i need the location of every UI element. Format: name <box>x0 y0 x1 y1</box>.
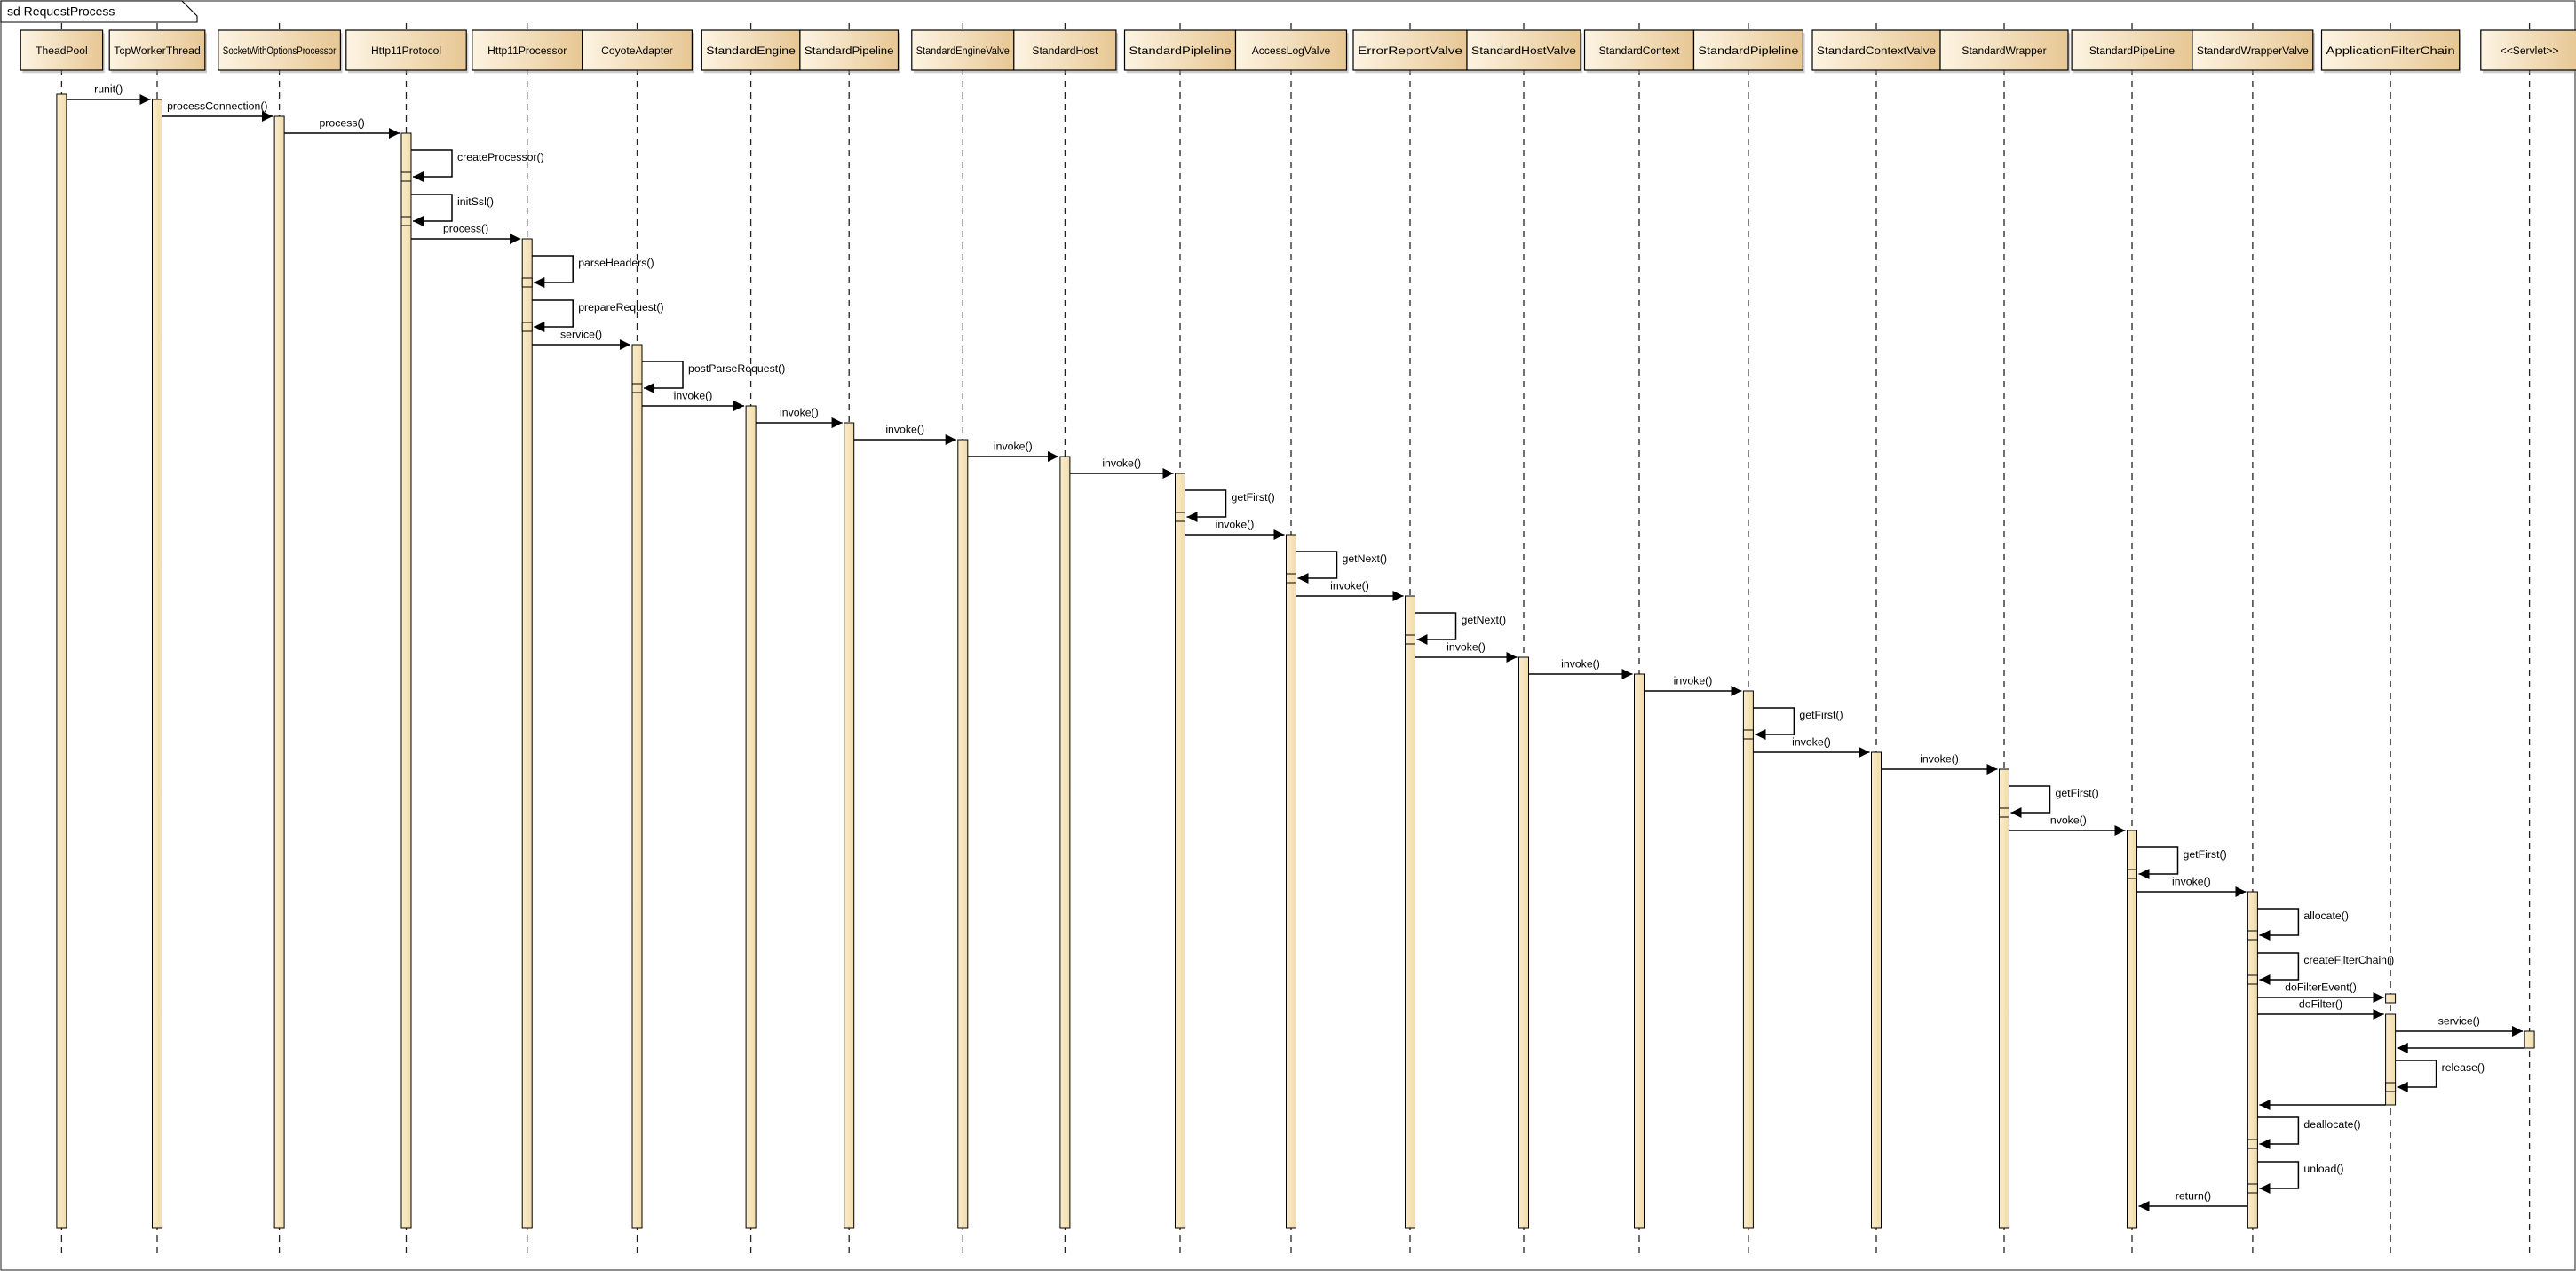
svg-text:StandardHostValve: StandardHostValve <box>1471 44 1576 57</box>
svg-text:invoke(): invoke() <box>994 441 1033 453</box>
svg-text:invoke(): invoke() <box>2048 814 2087 827</box>
svg-text:TcpWorkerThread: TcpWorkerThread <box>114 44 201 57</box>
svg-text:StandardPipleline: StandardPipleline <box>1129 44 1232 57</box>
svg-text:Http11Processor: Http11Processor <box>487 44 567 57</box>
svg-text:StandardPipeLine: StandardPipeLine <box>2089 44 2175 57</box>
svg-text:invoke(): invoke() <box>1920 753 1959 766</box>
svg-text:createProcessor(): createProcessor() <box>457 151 544 163</box>
svg-text:invoke(): invoke() <box>1447 641 1486 654</box>
svg-text:allocate(): allocate() <box>2303 910 2349 922</box>
svg-text:unload(): unload() <box>2303 1163 2343 1175</box>
svg-text:ApplicationFilterChain: ApplicationFilterChain <box>2326 44 2455 57</box>
svg-text:invoke(): invoke() <box>1792 736 1831 749</box>
svg-text:SocketWithOptionsProcessor: SocketWithOptionsProcessor <box>223 44 337 57</box>
svg-text:StandardEngineValve: StandardEngineValve <box>916 44 1010 57</box>
svg-text:invoke(): invoke() <box>1102 457 1141 470</box>
svg-text:sd RequestProcess: sd RequestProcess <box>7 4 115 19</box>
svg-text:invoke(): invoke() <box>1674 675 1713 687</box>
svg-text:invoke(): invoke() <box>1330 580 1369 592</box>
svg-text:release(): release() <box>2442 1061 2485 1074</box>
svg-text:Http11Protocol: Http11Protocol <box>371 44 441 57</box>
svg-text:TheadPool: TheadPool <box>36 44 88 57</box>
svg-text:StandardWrapper: StandardWrapper <box>1962 44 2046 57</box>
svg-text:invoke(): invoke() <box>885 424 924 436</box>
svg-text:runit(): runit() <box>94 83 123 96</box>
svg-text:invoke(): invoke() <box>1561 658 1600 671</box>
svg-text:invoke(): invoke() <box>674 390 713 402</box>
svg-text:getFirst(): getFirst() <box>1799 709 1843 721</box>
svg-text:StandardPipleline: StandardPipleline <box>1698 44 1798 57</box>
svg-text:getNext(): getNext() <box>1343 552 1388 565</box>
svg-text:postParseRequest(): postParseRequest() <box>688 362 785 375</box>
svg-text:getFirst(): getFirst() <box>1232 491 1275 504</box>
svg-text:getFirst(): getFirst() <box>2184 848 2227 861</box>
svg-text:StandardHost: StandardHost <box>1032 44 1098 57</box>
svg-text:invoke(): invoke() <box>780 407 819 419</box>
svg-text:process(): process() <box>319 117 364 130</box>
svg-text:getFirst(): getFirst() <box>2056 787 2099 799</box>
svg-text:invoke(): invoke() <box>1216 519 1255 531</box>
svg-text:StandardPipeline: StandardPipeline <box>805 44 894 57</box>
svg-text:process(): process() <box>443 223 488 235</box>
svg-text:AccessLogValve: AccessLogValve <box>1252 44 1331 57</box>
svg-text:StandardEngine: StandardEngine <box>706 44 796 57</box>
svg-text:service(): service() <box>2438 1015 2480 1028</box>
svg-text:deallocate(): deallocate() <box>2303 1118 2360 1131</box>
svg-text:createFilterChain(): createFilterChain() <box>2303 954 2394 966</box>
svg-text:parseHeaders(): parseHeaders() <box>578 257 654 269</box>
svg-text:CoyoteAdapter: CoyoteAdapter <box>601 44 673 57</box>
svg-text:ErrorReportValve: ErrorReportValve <box>1358 44 1462 57</box>
svg-text:initSsl(): initSsl() <box>457 195 494 208</box>
svg-text:processConnection(): processConnection() <box>167 100 267 113</box>
svg-text:getNext(): getNext() <box>1462 614 1507 626</box>
svg-text:return(): return() <box>2176 1190 2211 1203</box>
svg-text:doFilter(): doFilter() <box>2299 998 2342 1011</box>
svg-text:StandardContext: StandardContext <box>1599 44 1680 57</box>
svg-text:service(): service() <box>560 329 602 341</box>
svg-text:invoke(): invoke() <box>2172 876 2211 888</box>
svg-text:StandardContextValve: StandardContextValve <box>1817 44 1936 57</box>
svg-text:prepareRequest(): prepareRequest() <box>578 301 663 314</box>
svg-text:doFilterEvent(): doFilterEvent() <box>2285 981 2357 994</box>
svg-text:<<Servlet>>: <<Servlet>> <box>2501 44 2559 57</box>
svg-text:StandardWrapperValve: StandardWrapperValve <box>2197 44 2309 57</box>
